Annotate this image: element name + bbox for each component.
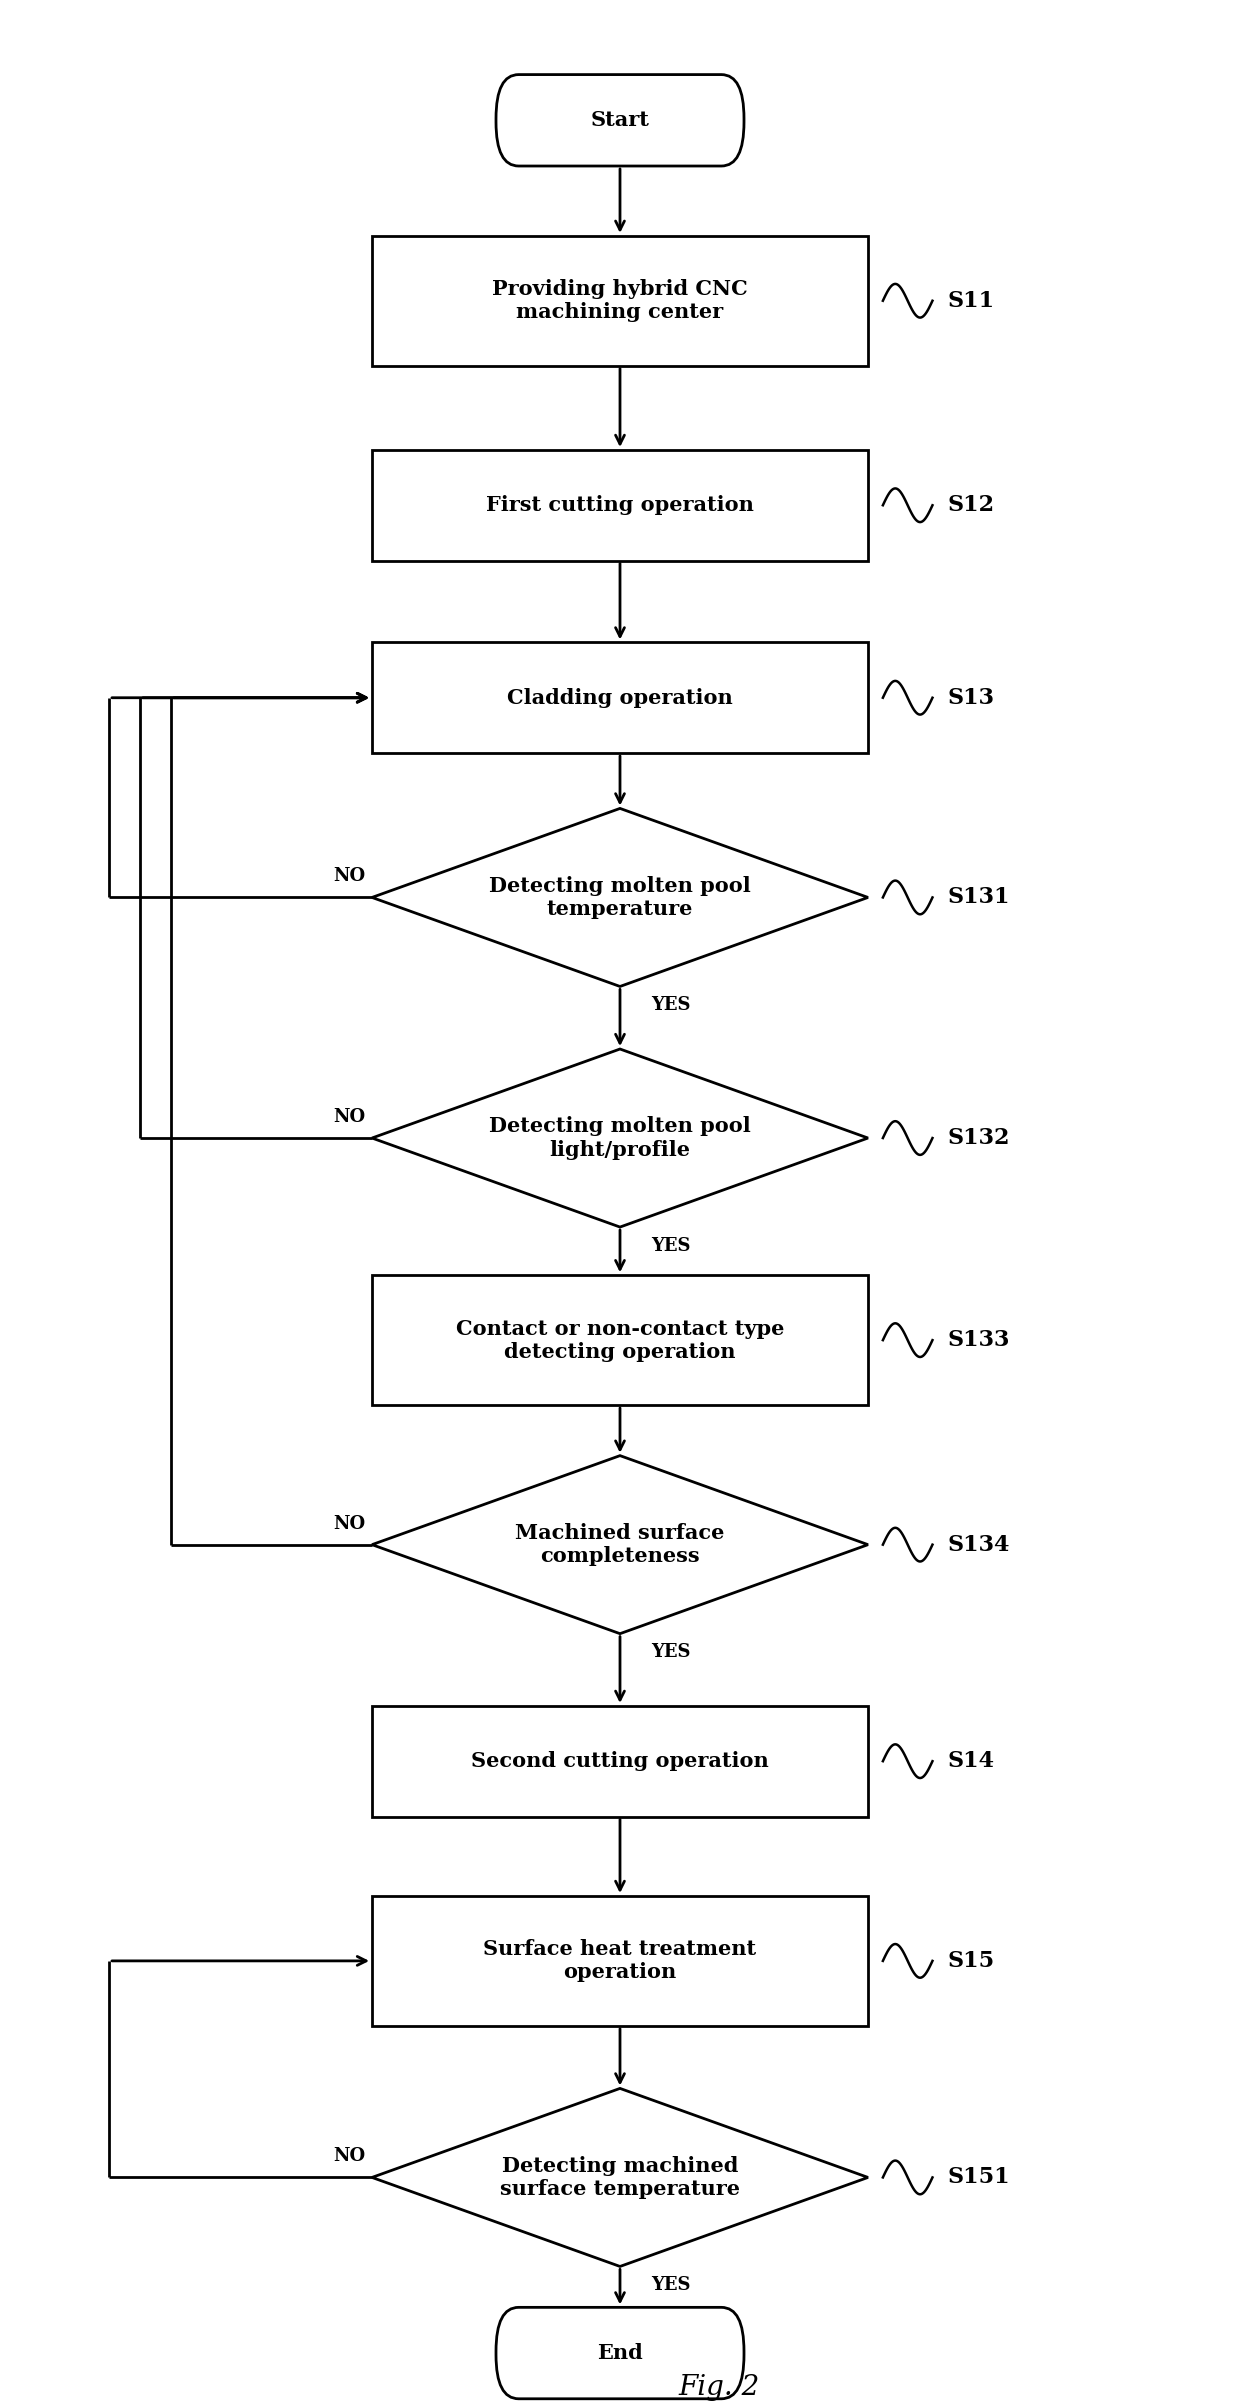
Text: S134: S134 xyxy=(947,1533,1009,1557)
Text: YES: YES xyxy=(651,1237,691,1254)
Bar xyxy=(372,1706,868,1817)
Bar xyxy=(372,1896,868,2026)
Text: NO: NO xyxy=(334,2149,366,2165)
Text: Detecting molten pool
light/profile: Detecting molten pool light/profile xyxy=(489,1116,751,1160)
Text: Fig. 2: Fig. 2 xyxy=(678,2375,760,2401)
Text: End: End xyxy=(598,2343,642,2363)
Text: NO: NO xyxy=(334,1109,366,1126)
Text: S12: S12 xyxy=(947,493,994,517)
Bar xyxy=(372,236,868,366)
Text: S151: S151 xyxy=(947,2165,1011,2189)
Text: Providing hybrid CNC
machining center: Providing hybrid CNC machining center xyxy=(492,279,748,322)
Text: S132: S132 xyxy=(947,1126,1009,1150)
Text: YES: YES xyxy=(651,1643,691,1660)
Text: Surface heat treatment
operation: Surface heat treatment operation xyxy=(484,1939,756,1983)
Polygon shape xyxy=(372,1049,868,1227)
Text: S15: S15 xyxy=(947,1949,994,1973)
Bar xyxy=(372,642,868,753)
FancyBboxPatch shape xyxy=(496,75,744,166)
Text: NO: NO xyxy=(334,1516,366,1533)
Polygon shape xyxy=(372,1456,868,1634)
Text: Machined surface
completeness: Machined surface completeness xyxy=(516,1523,724,1566)
Bar xyxy=(372,1275,868,1405)
FancyBboxPatch shape xyxy=(496,2307,744,2399)
Text: S14: S14 xyxy=(947,1749,994,1773)
Bar xyxy=(372,450,868,561)
Text: Second cutting operation: Second cutting operation xyxy=(471,1752,769,1771)
Text: S133: S133 xyxy=(947,1328,1009,1352)
Text: Contact or non-contact type
detecting operation: Contact or non-contact type detecting op… xyxy=(456,1318,784,1362)
Text: Detecting machined
surface temperature: Detecting machined surface temperature xyxy=(500,2156,740,2199)
Text: S131: S131 xyxy=(947,885,1009,909)
Text: Detecting molten pool
temperature: Detecting molten pool temperature xyxy=(489,876,751,919)
Text: YES: YES xyxy=(651,2276,691,2293)
Polygon shape xyxy=(372,808,868,986)
Text: Start: Start xyxy=(590,111,650,130)
Text: NO: NO xyxy=(334,869,366,885)
Text: First cutting operation: First cutting operation xyxy=(486,496,754,515)
Text: S13: S13 xyxy=(947,686,994,710)
Text: YES: YES xyxy=(651,996,691,1013)
Polygon shape xyxy=(372,2088,868,2266)
Text: S11: S11 xyxy=(947,289,994,313)
Text: Cladding operation: Cladding operation xyxy=(507,688,733,707)
